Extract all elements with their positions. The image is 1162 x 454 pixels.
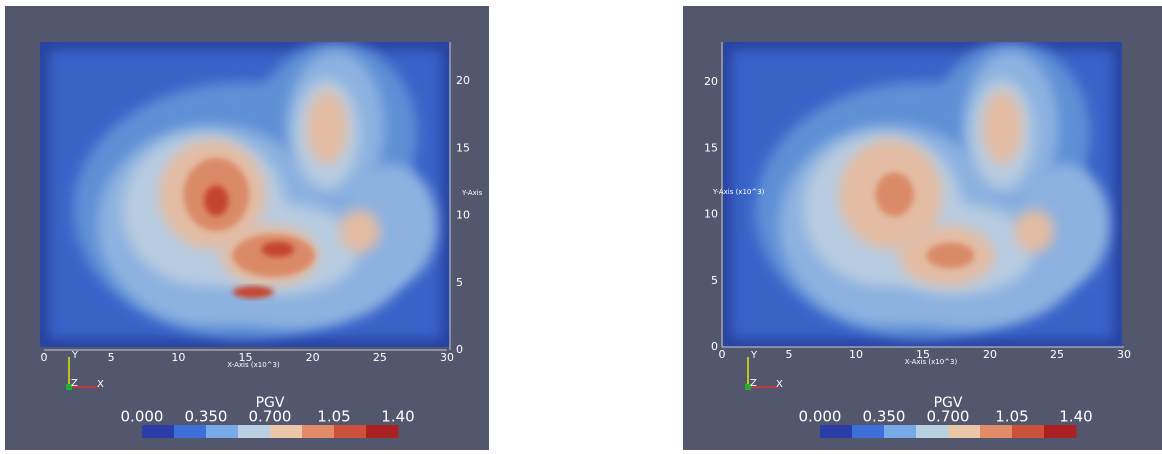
y-axis-title: Y-Axis bbox=[461, 189, 483, 197]
heatmap-region bbox=[306, 90, 348, 164]
heatmap-region bbox=[339, 209, 381, 253]
render-view: 0 5 10 15 20 25 30 X-Axis (x10^3) 0 5 10 15 20 Y-Axis… bbox=[683, 6, 1162, 450]
colorbar-label: 0.000 bbox=[121, 408, 164, 426]
gizmo-y-label: Y bbox=[71, 350, 79, 361]
colorbar-label: 1.05 bbox=[317, 408, 350, 426]
gizmo-x-label: X bbox=[97, 379, 104, 390]
heatmap-region bbox=[875, 172, 914, 217]
gizmo-z bbox=[66, 384, 72, 390]
x-axis-title: X-Axis (x10^3) bbox=[227, 361, 280, 369]
gizmo-z bbox=[745, 384, 751, 390]
y-tick-label: 20 bbox=[456, 74, 470, 87]
colorbar-swatch bbox=[1012, 425, 1045, 438]
x-tick-label: 10 bbox=[849, 348, 863, 361]
gizmo-z-label: Z bbox=[750, 378, 757, 389]
heatmap-region bbox=[339, 164, 438, 286]
heatmap-region bbox=[926, 242, 975, 269]
y-tick-label: 0 bbox=[711, 340, 718, 353]
gizmo-y-label: Y bbox=[750, 350, 758, 361]
colorbar-label: 0.700 bbox=[249, 408, 292, 426]
heatmap-region bbox=[1014, 209, 1055, 253]
x-tick-label: 0 bbox=[41, 351, 48, 364]
colorbar-label: 1.40 bbox=[1059, 408, 1092, 426]
colorbar-label: 0.000 bbox=[799, 408, 842, 426]
heatmap-region bbox=[261, 241, 295, 258]
colorbar-swatch bbox=[238, 425, 271, 438]
x-tick-label: 20 bbox=[983, 348, 997, 361]
x-tick-label: 15 bbox=[239, 351, 253, 364]
colorbar-swatch bbox=[916, 425, 949, 438]
colorbar-swatch bbox=[334, 425, 367, 438]
x-tick-label: 10 bbox=[171, 351, 185, 364]
y-tick-label: 15 bbox=[456, 141, 470, 154]
colorbar-label: 1.40 bbox=[381, 408, 414, 426]
colorbar-swatch bbox=[142, 425, 175, 438]
x-tick-label: 5 bbox=[786, 348, 793, 361]
colorbar-swatch bbox=[270, 425, 303, 438]
colorbar-label: 0.350 bbox=[863, 408, 906, 426]
colorbar-swatch bbox=[852, 425, 885, 438]
x-tick-label: 30 bbox=[440, 351, 454, 364]
x-tick-label: 5 bbox=[108, 351, 115, 364]
colorbar-swatch bbox=[948, 425, 981, 438]
x-tick-label: 20 bbox=[306, 351, 320, 364]
heatmap-region bbox=[1014, 164, 1111, 286]
x-tick-label: 25 bbox=[373, 351, 387, 364]
heatmap-region bbox=[232, 286, 274, 299]
gizmo-x-label: X bbox=[776, 379, 783, 390]
y-tick-label: 15 bbox=[704, 141, 718, 154]
colorbar-swatch bbox=[206, 425, 239, 438]
colorbar-swatch bbox=[1044, 425, 1077, 438]
colorbar-swatch bbox=[884, 425, 917, 438]
colorbar-swatch bbox=[980, 425, 1013, 438]
y-tick-label: 10 bbox=[704, 208, 718, 221]
colorbar-label: 0.350 bbox=[185, 408, 228, 426]
colorbar-label: 0.700 bbox=[927, 408, 970, 426]
heatmap-region bbox=[204, 185, 229, 216]
y-tick-label: 0 bbox=[456, 343, 463, 356]
x-tick-label: 0 bbox=[719, 348, 726, 361]
colorbar-swatch bbox=[302, 425, 335, 438]
y-tick-label: 10 bbox=[456, 209, 470, 222]
x-tick-label: 30 bbox=[1117, 348, 1131, 361]
y-tick-label: 20 bbox=[704, 75, 718, 88]
y-tick-label: 5 bbox=[456, 276, 463, 289]
y-tick-label: 5 bbox=[711, 274, 718, 287]
heatmap-region bbox=[982, 90, 1023, 164]
heatmap bbox=[40, 42, 450, 347]
colorbar-swatch bbox=[820, 425, 853, 438]
y-axis-title: Y-Axis (x10^3) bbox=[712, 188, 765, 196]
x-tick-label: 25 bbox=[1050, 348, 1064, 361]
x-tick-label: 15 bbox=[916, 348, 930, 361]
heatmap bbox=[723, 42, 1122, 347]
colorbar-title: PGV bbox=[256, 395, 285, 411]
colorbar-swatch bbox=[174, 425, 207, 438]
colorbar-label: 1.05 bbox=[995, 408, 1028, 426]
colorbar-swatch bbox=[366, 425, 399, 438]
x-axis-title: X-Axis (x10^3) bbox=[905, 358, 958, 366]
colorbar-title: PGV bbox=[934, 395, 963, 411]
gizmo-z-label: Z bbox=[71, 378, 78, 389]
render-view: 0 5 10 15 20 25 30 X-Axis (x10^3) 0 5 10 15 20 Y-Axis… bbox=[5, 6, 489, 450]
